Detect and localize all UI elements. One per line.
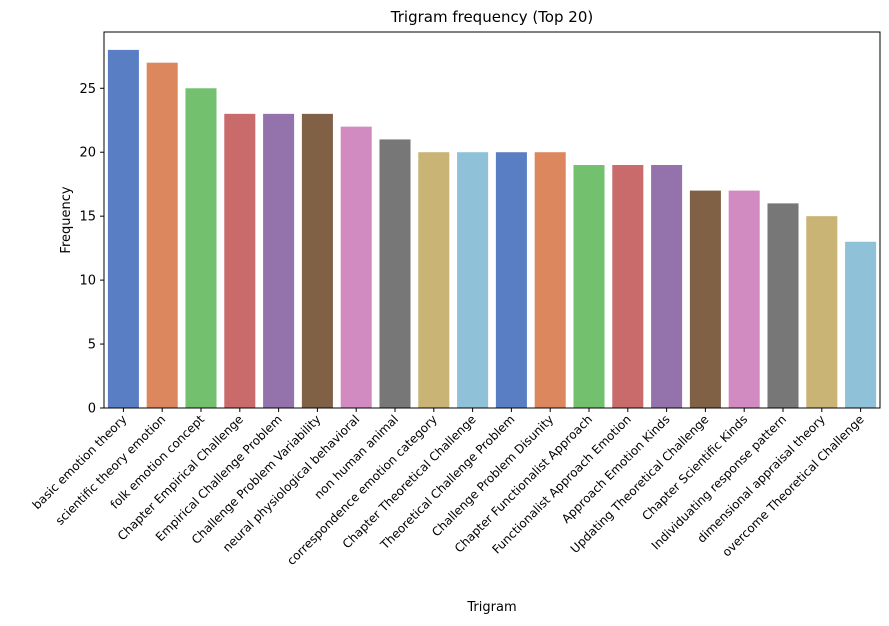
bar-6 xyxy=(301,113,333,408)
bar-15 xyxy=(651,165,683,408)
bar-5 xyxy=(263,113,295,408)
bar-10 xyxy=(457,152,489,408)
bar-13 xyxy=(573,165,605,408)
plot-frame xyxy=(103,31,881,409)
y-tick-label: 20 xyxy=(79,146,96,161)
bar-20 xyxy=(845,241,877,408)
x-tick-label: Functionalist Approach Emotion xyxy=(489,412,633,556)
bar-18 xyxy=(767,203,799,408)
bar-17 xyxy=(728,190,760,408)
bar-19 xyxy=(806,216,838,408)
x-tick-label: Updating Theoretical Challenge xyxy=(568,412,712,556)
y-tick-label: 25 xyxy=(79,82,96,97)
y-tick-label: 0 xyxy=(88,402,96,417)
bar-14 xyxy=(612,165,644,408)
y-axis-label: Frequency xyxy=(59,186,74,253)
x-tick-label: overcome Theoretical Challenge xyxy=(720,412,867,559)
chart-title: Trigram frequency (Top 20) xyxy=(390,8,593,26)
bar-8 xyxy=(379,139,411,408)
bar-9 xyxy=(418,152,450,408)
y-tick-label: 15 xyxy=(79,210,96,225)
bars-group xyxy=(107,49,877,409)
x-tick-label: Chapter Functionalist Approach xyxy=(452,412,595,555)
bar-4 xyxy=(224,113,256,408)
bar-2 xyxy=(146,62,178,408)
bar-16 xyxy=(689,190,721,408)
y-axis: 0 5 10 15 20 25 xyxy=(79,82,104,417)
bar-7 xyxy=(340,126,372,408)
bar-11 xyxy=(495,152,527,408)
x-axis-label: Trigram xyxy=(466,600,516,615)
bar-3 xyxy=(185,88,217,409)
bar-12 xyxy=(534,152,566,408)
y-tick-label: 10 xyxy=(79,274,96,289)
y-tick-label: 5 xyxy=(88,338,96,353)
bar-1 xyxy=(107,49,139,409)
